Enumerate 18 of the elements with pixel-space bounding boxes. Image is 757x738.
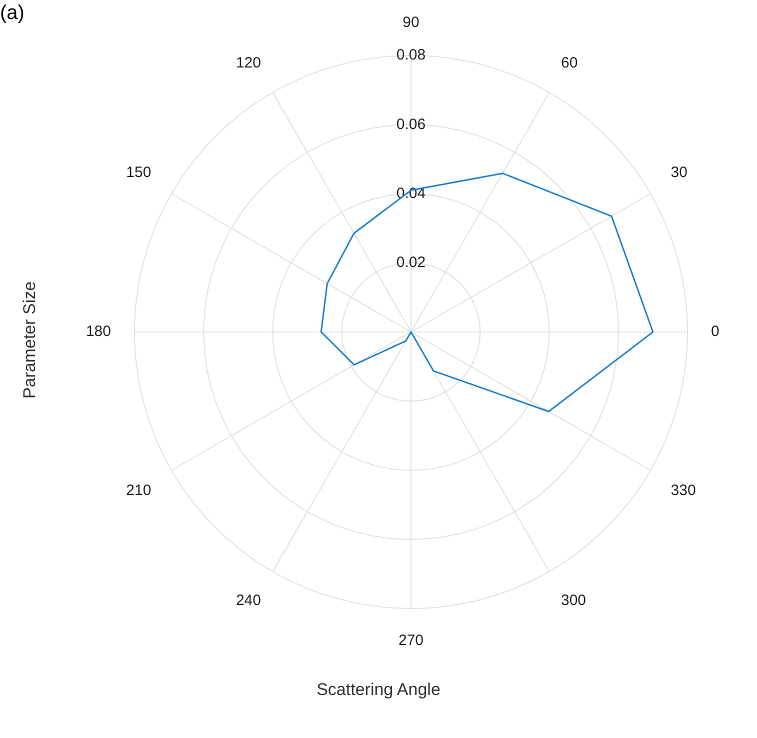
spoke-label: 300 xyxy=(561,592,586,609)
y-tick-label: 0.02 xyxy=(396,254,426,272)
spoke-label: 330 xyxy=(670,482,696,500)
spoke-label: 210 xyxy=(126,482,152,500)
spoke-label: 90 xyxy=(402,14,420,32)
text: Parameter Size xyxy=(20,281,40,399)
text: Scattering Angle xyxy=(316,680,442,700)
spoke-label: 240 xyxy=(236,592,261,609)
spoke-label: 30 xyxy=(670,164,688,182)
y-tick-label: 0.06 xyxy=(396,116,426,133)
spoke-label: 60 xyxy=(561,54,578,72)
spoke-label: 0 xyxy=(711,323,720,340)
spoke-label: 150 xyxy=(126,164,152,182)
y-tick-label: 0.08 xyxy=(396,46,426,64)
text: (a) xyxy=(0,2,24,25)
spoke-label: 270 xyxy=(398,632,424,650)
spoke-label: 120 xyxy=(236,54,261,72)
spoke-label: 180 xyxy=(86,323,111,340)
